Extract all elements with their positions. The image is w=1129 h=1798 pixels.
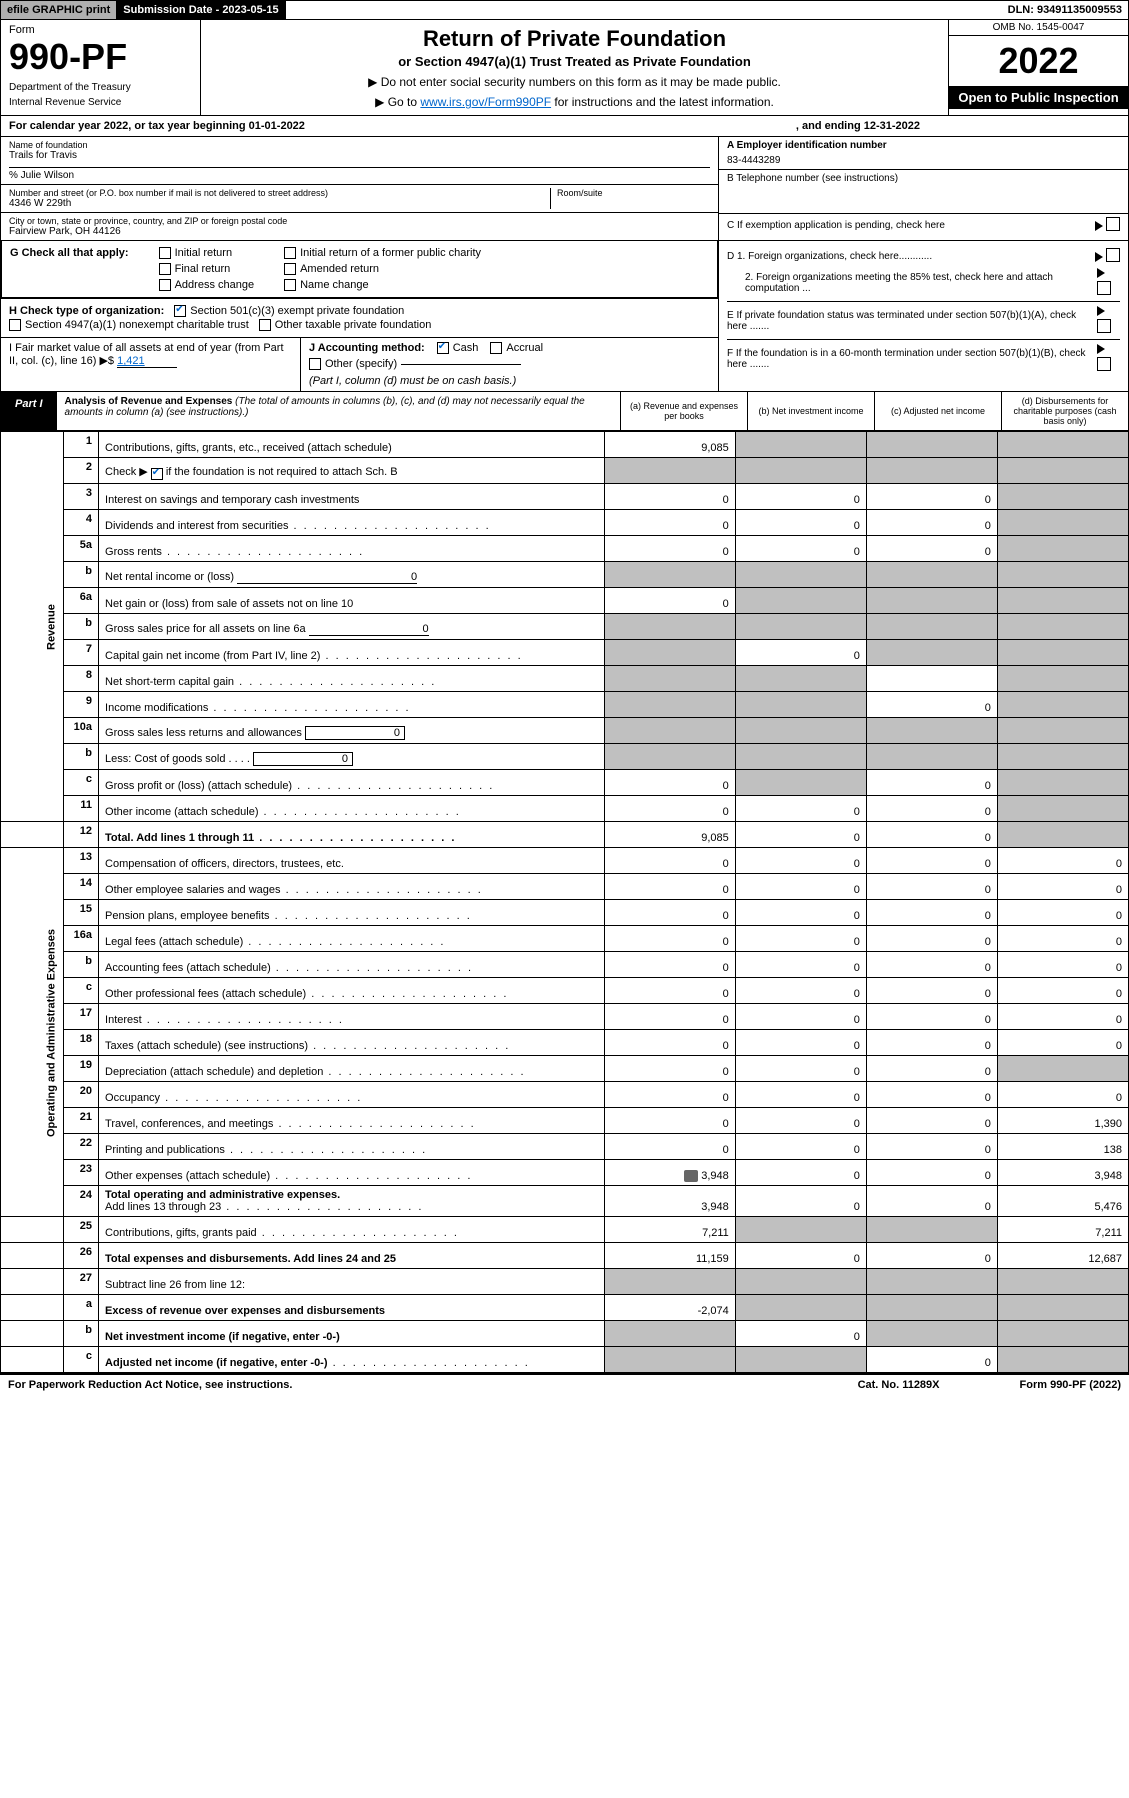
e-label: E If private foundation status was termi… — [727, 310, 1097, 332]
open-public: Open to Public Inspection — [949, 86, 1128, 109]
efile-print-button[interactable]: efile GRAPHIC print — [1, 1, 117, 19]
checkbox-d2[interactable] — [1097, 281, 1111, 295]
arrow-icon — [1097, 344, 1105, 354]
form-title: Return of Private Foundation — [207, 26, 942, 52]
tax-year: 2022 — [949, 36, 1128, 86]
checkbox-cash[interactable] — [437, 342, 449, 354]
checkbox-d1[interactable] — [1106, 248, 1120, 262]
form-note-ssn: ▶ Do not enter social security numbers o… — [207, 75, 942, 89]
col-c-header: (c) Adjusted net income — [874, 392, 1001, 430]
expenses-side-label: Operating and Administrative Expenses — [1, 848, 64, 1217]
arrow-icon — [1097, 268, 1105, 278]
ein-value: 83-4443289 — [727, 155, 1120, 166]
page-footer: For Paperwork Reduction Act Notice, see … — [0, 1373, 1129, 1395]
checkbox-final-return[interactable] — [159, 263, 171, 275]
calendar-year-row: For calendar year 2022, or tax year begi… — [0, 116, 1129, 137]
revenue-side-label: Revenue — [1, 432, 64, 822]
checkbox-other-taxable[interactable] — [259, 319, 271, 331]
section-g: G Check all that apply: Initial return F… — [1, 241, 718, 298]
identity-grid: Name of foundation Trails for Travis % J… — [0, 137, 1129, 241]
care-of: % Julie Wilson — [9, 167, 710, 181]
irs-link[interactable]: www.irs.gov/Form990PF — [420, 95, 551, 109]
checkbox-accrual[interactable] — [490, 342, 502, 354]
section-h: H Check type of organization: Section 50… — [1, 298, 718, 337]
form-note-link: ▶ Go to www.irs.gov/Form990PF for instru… — [207, 95, 942, 109]
f-label: F If the foundation is in a 60-month ter… — [727, 348, 1097, 370]
j-label: J Accounting method: — [309, 342, 425, 354]
attachment-icon[interactable] — [684, 1170, 698, 1182]
sec-c-label: C If exemption application is pending, c… — [727, 220, 945, 231]
room-label: Room/suite — [557, 188, 710, 198]
fmv-value[interactable]: 1,421 — [117, 355, 177, 368]
checkbox-address-change[interactable] — [159, 279, 171, 291]
city-label: City or town, state or province, country… — [9, 216, 710, 226]
cat-no: Cat. No. 11289X — [858, 1379, 940, 1391]
g-label: G Check all that apply: — [10, 247, 129, 291]
col-b-header: (b) Net investment income — [747, 392, 874, 430]
checkbox-c[interactable] — [1106, 217, 1120, 231]
section-ij: I Fair market value of all assets at end… — [1, 337, 718, 391]
omb-number: OMB No. 1545-0047 — [949, 20, 1128, 36]
checkbox-e[interactable] — [1097, 319, 1111, 333]
checkbox-schb[interactable] — [151, 468, 163, 480]
part1-table: Revenue 1Contributions, gifts, grants, e… — [0, 431, 1129, 1373]
city-state-zip: Fairview Park, OH 44126 — [9, 226, 710, 237]
part1-tag: Part I — [1, 392, 57, 430]
h-label: H Check type of organization: — [9, 305, 164, 317]
checkbox-name-change[interactable] — [284, 279, 296, 291]
checkbox-4947[interactable] — [9, 319, 21, 331]
col-d-header: (d) Disbursements for charitable purpose… — [1001, 392, 1128, 430]
name-label: Name of foundation — [9, 140, 710, 150]
top-bar: efile GRAPHIC print Submission Date - 20… — [0, 0, 1129, 20]
part1-header: Part I Analysis of Revenue and Expenses … — [0, 392, 1129, 431]
phone-label: B Telephone number (see instructions) — [727, 173, 1120, 184]
form-word: Form — [9, 24, 192, 36]
d2-label: 2. Foreign organizations meeting the 85%… — [727, 272, 1097, 294]
dept-irs: Internal Revenue Service — [9, 97, 192, 108]
checkbox-501c3[interactable] — [174, 305, 186, 317]
col-a-header: (a) Revenue and expenses per books — [620, 392, 747, 430]
dept-treasury: Department of the Treasury — [9, 82, 192, 93]
part1-title: Analysis of Revenue and Expenses — [65, 396, 233, 407]
addr-label: Number and street (or P.O. box number if… — [9, 188, 550, 198]
paperwork-notice: For Paperwork Reduction Act Notice, see … — [8, 1379, 292, 1391]
arrow-icon — [1095, 221, 1103, 231]
checkbox-f[interactable] — [1097, 357, 1111, 371]
form-subtitle: or Section 4947(a)(1) Trust Treated as P… — [207, 54, 942, 69]
d1-label: D 1. Foreign organizations, check here..… — [727, 251, 932, 262]
street-address: 4346 W 229th — [9, 198, 550, 209]
checkbox-other-method[interactable] — [309, 358, 321, 370]
form-number: 990-PF — [9, 36, 192, 78]
foundation-name: Trails for Travis — [9, 150, 710, 161]
form-ref: Form 990-PF (2022) — [1020, 1379, 1121, 1391]
arrow-icon — [1097, 306, 1105, 316]
submission-date: Submission Date - 2023-05-15 — [117, 1, 285, 19]
checkbox-former-charity[interactable] — [284, 247, 296, 259]
j-note: (Part I, column (d) must be on cash basi… — [309, 375, 710, 387]
dln: DLN: 93491135009553 — [1002, 1, 1128, 19]
checkbox-amended[interactable] — [284, 263, 296, 275]
form-header: Form 990-PF Department of the Treasury I… — [0, 20, 1129, 116]
checkbox-initial-return[interactable] — [159, 247, 171, 259]
arrow-icon — [1095, 252, 1103, 262]
ein-label: A Employer identification number — [727, 140, 1120, 151]
